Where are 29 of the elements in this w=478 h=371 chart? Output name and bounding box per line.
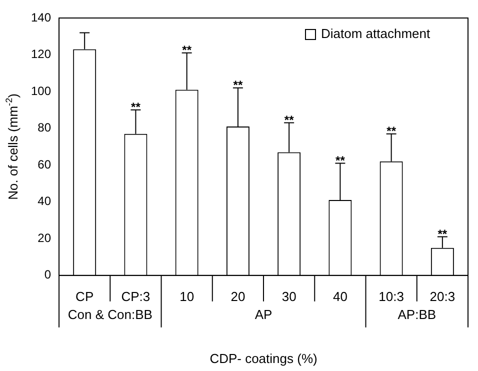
x-tick-label: CP:3 (121, 288, 150, 304)
y-tick-label: 40 (38, 194, 52, 208)
x-tick-label: 10 (180, 288, 194, 304)
y-axis-title: No. of cells (mm-2) (4, 94, 21, 200)
annotation: ** (386, 124, 396, 138)
text: Diatom attachment (321, 25, 430, 43)
annotation: ** (131, 100, 141, 114)
text: AP:BB (398, 306, 436, 322)
y-tick-label: 100 (30, 84, 52, 98)
x-tick-label: CP (76, 288, 94, 304)
y-tick-label: 120 (30, 47, 52, 62)
y-tick-label: 140 (30, 10, 52, 24)
x-tick-label: 30 (282, 288, 296, 304)
x-tick-label: 20:3 (430, 288, 456, 304)
annotation: ** (182, 43, 192, 58)
annotation: ** (438, 227, 448, 242)
x-tick-label: 40 (332, 288, 348, 304)
text: AP (254, 306, 272, 322)
x-tick-label: 10:3 (378, 288, 404, 304)
x-tick-label: 20 (230, 288, 246, 304)
x-axis-title: CDP- coatings (%) (210, 350, 318, 366)
annotation: ** (284, 113, 294, 128)
y-tick-label: 20 (38, 230, 52, 245)
y-tick-label: 0 (44, 268, 52, 282)
text: Con & Con:BB (68, 306, 152, 322)
annotation: ** (336, 154, 346, 168)
y-tick-label: 80 (38, 120, 52, 135)
annotation: ** (233, 78, 243, 92)
y-tick-label: 60 (38, 157, 52, 172)
